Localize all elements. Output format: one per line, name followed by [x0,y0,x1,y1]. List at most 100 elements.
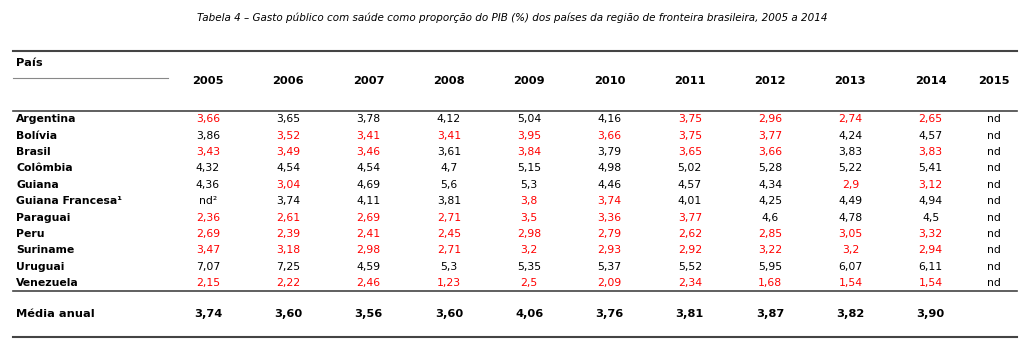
Text: Tabela 4 – Gasto público com saúde como proporção do PIB (%) dos países da regiã: Tabela 4 – Gasto público com saúde como … [197,12,828,23]
Text: Média anual: Média anual [16,309,95,319]
Text: 2,98: 2,98 [357,245,380,255]
Text: 3,47: 3,47 [196,245,220,255]
Text: Venezuela: Venezuela [16,278,79,288]
Text: Paraguai: Paraguai [16,213,71,223]
Text: 2,22: 2,22 [276,278,300,288]
Text: 4,98: 4,98 [598,163,621,173]
Text: 2,45: 2,45 [437,229,461,239]
Text: 2012: 2012 [754,76,786,86]
Text: 2,61: 2,61 [276,213,300,223]
Text: 4,7: 4,7 [440,163,457,173]
Text: 3,2: 3,2 [521,245,538,255]
Text: 5,04: 5,04 [517,114,541,124]
Text: 7,25: 7,25 [276,262,300,272]
Text: 2,79: 2,79 [598,229,621,239]
Text: 5,95: 5,95 [758,262,782,272]
Text: nd: nd [987,114,1000,124]
Text: 4,01: 4,01 [678,196,702,206]
Text: 4,49: 4,49 [838,196,862,206]
Text: nd: nd [987,180,1000,190]
Text: nd: nd [987,245,1000,255]
Text: Colômbia: Colômbia [16,163,73,173]
Text: 3,43: 3,43 [196,147,220,157]
Text: 2,98: 2,98 [517,229,541,239]
Text: 2010: 2010 [593,76,625,86]
Text: 2,74: 2,74 [838,114,862,124]
Text: 5,02: 5,02 [678,163,702,173]
Text: 3,74: 3,74 [276,196,300,206]
Text: 3,60: 3,60 [274,309,302,319]
Text: nd: nd [987,163,1000,173]
Text: 3,74: 3,74 [598,196,621,206]
Text: 3,12: 3,12 [918,180,943,190]
Text: 3,76: 3,76 [596,309,623,319]
Text: 3,8: 3,8 [521,196,538,206]
Text: 3,52: 3,52 [276,131,300,141]
Text: 5,52: 5,52 [678,262,702,272]
Text: 3,66: 3,66 [758,147,782,157]
Text: 2,85: 2,85 [758,229,782,239]
Text: 4,78: 4,78 [838,213,862,223]
Text: 3,56: 3,56 [355,309,382,319]
Text: 2,09: 2,09 [598,278,621,288]
Text: 2,34: 2,34 [678,278,702,288]
Text: 2,15: 2,15 [196,278,220,288]
Text: 1,54: 1,54 [838,278,862,288]
Text: 4,12: 4,12 [437,114,461,124]
Text: 3,66: 3,66 [598,131,621,141]
Text: 2,39: 2,39 [276,229,300,239]
Text: 4,54: 4,54 [357,163,380,173]
Text: Guiana Francesa¹: Guiana Francesa¹ [16,196,123,206]
Text: Bolívia: Bolívia [16,131,57,141]
Text: 2007: 2007 [353,76,384,86]
Text: 4,57: 4,57 [918,131,943,141]
Text: 5,3: 5,3 [440,262,457,272]
Text: 5,15: 5,15 [517,163,541,173]
Text: 2,9: 2,9 [842,180,859,190]
Text: 3,04: 3,04 [276,180,300,190]
Text: 3,78: 3,78 [357,114,380,124]
Text: 5,28: 5,28 [758,163,782,173]
Text: 4,57: 4,57 [678,180,702,190]
Text: nd: nd [987,213,1000,223]
Text: 5,35: 5,35 [517,262,541,272]
Text: 3,5: 3,5 [521,213,538,223]
Text: 4,6: 4,6 [762,213,779,223]
Text: 2,94: 2,94 [918,245,943,255]
Text: 2008: 2008 [433,76,464,86]
Text: nd: nd [987,278,1000,288]
Text: 3,49: 3,49 [276,147,300,157]
Text: 6,11: 6,11 [918,262,943,272]
Text: 4,69: 4,69 [357,180,380,190]
Text: 3,75: 3,75 [678,114,702,124]
Text: 3,74: 3,74 [194,309,222,319]
Text: 4,94: 4,94 [918,196,943,206]
Text: 4,46: 4,46 [598,180,621,190]
Text: 3,18: 3,18 [276,245,300,255]
Text: 3,90: 3,90 [916,309,945,319]
Text: nd: nd [987,147,1000,157]
Text: 2,65: 2,65 [918,114,943,124]
Text: 5,6: 5,6 [440,180,457,190]
Text: 2,36: 2,36 [196,213,220,223]
Text: 3,60: 3,60 [435,309,463,319]
Text: Brasil: Brasil [16,147,51,157]
Text: 3,65: 3,65 [276,114,300,124]
Text: 4,16: 4,16 [598,114,621,124]
Text: País: País [16,58,43,68]
Text: 3,75: 3,75 [678,131,702,141]
Text: 2,96: 2,96 [758,114,782,124]
Text: Peru: Peru [16,229,45,239]
Text: 3,83: 3,83 [918,147,943,157]
Text: 3,41: 3,41 [437,131,461,141]
Text: 3,82: 3,82 [836,309,864,319]
Text: 2,92: 2,92 [678,245,702,255]
Text: 3,2: 3,2 [842,245,859,255]
Text: 2,69: 2,69 [196,229,220,239]
Text: 3,66: 3,66 [196,114,220,124]
Text: nd: nd [987,262,1000,272]
Text: nd: nd [987,196,1000,206]
Text: 4,06: 4,06 [515,309,543,319]
Text: 2,62: 2,62 [678,229,702,239]
Text: 3,79: 3,79 [598,147,621,157]
